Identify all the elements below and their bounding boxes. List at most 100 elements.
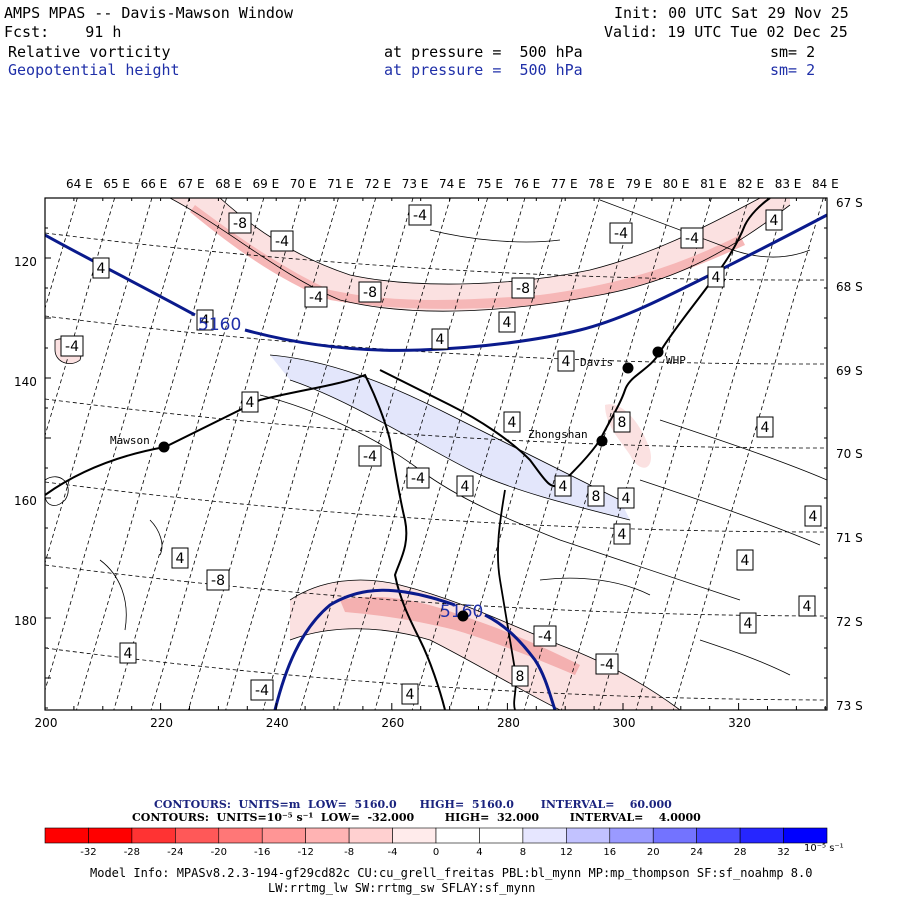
vorticity-contour-label: -4 [609,222,633,244]
init-time: Init: 00 UTC Sat 29 Nov 25 [614,4,849,22]
longitude-label: 73 E [401,177,429,191]
height-contour-south [273,588,557,710]
colorbar-tick-label: -20 [210,847,227,858]
svg-text:4: 4 [562,354,571,370]
longitude-label: 79 E [625,177,653,191]
svg-text:-8: -8 [516,281,530,297]
vorticity-contour-label: 4 [798,595,816,617]
longitude-label: 70 E [289,177,317,191]
vorticity-shading [55,198,790,710]
field1-level: at pressure = 500 hPa [384,43,583,61]
svg-text:-4: -4 [65,339,79,355]
colorbar-swatch [348,827,393,844]
y-tick-label: 180 [14,613,37,628]
vorticity-contour-label: -4 [406,467,430,489]
latitude-label: 73 S [836,698,863,713]
colorbar-tick-label: 4 [476,847,483,858]
colorbar-tick-label: 0 [432,847,440,858]
svg-text:8: 8 [618,415,627,431]
positive-vorticity-band [270,355,630,520]
vorticity-contour-label: 4 [613,523,631,545]
station-zhongshan-marker [596,435,608,447]
longitude-label: 71 E [327,177,354,191]
svg-text:8: 8 [516,669,525,685]
longitude-label: 82 E [737,177,765,191]
y-tick-label: 120 [14,255,37,269]
station-mawson-marker [158,441,170,453]
colorbar-tick-label: -12 [297,847,314,858]
vorticity-contour-label: -4 [250,679,274,701]
latitude-label: 70 S [836,447,863,462]
vorticity-label-layer: -8 -4 -4 4 -4 -4 -8 -8 4 -4 4 -4 4 4 4 4 4 -4 -4 4 4 8 4 8 4 4 4 4 4… [60,204,822,705]
vorticity-contour-label: 4 [617,487,635,509]
longitude-label: 72 E [364,177,392,191]
svg-text:-4: -4 [600,657,614,673]
vorticity-contour-label: -4 [680,227,704,249]
field2-smoothing: sm= 2 [770,61,816,79]
svg-text:-4: -4 [411,471,425,487]
svg-text:4: 4 [770,213,779,229]
vorticity-contour-label: -8 [228,212,252,234]
longitude-label: 64 E [66,177,93,191]
colorbar-unit: 10⁻⁵ s⁻¹ [804,843,844,854]
colorbar-swatch [218,827,263,844]
colorbar-swatch [566,827,611,844]
colorbar-swatch [609,827,654,844]
colorbar-tick-label: -4 [387,847,398,858]
svg-text:-4: -4 [309,290,323,306]
vorticity-contour-label: 4 [456,475,474,497]
height-label: 5160 [198,315,241,335]
vorticity-contour-label: 8 [613,411,631,433]
station-south-marker [457,610,469,622]
longitude-label: 80 E [662,177,690,191]
svg-text:4: 4 [809,509,818,525]
svg-text:4: 4 [436,332,445,348]
station-label-davis: Davis [580,356,613,369]
vorticity-contour-label: 4 [241,391,259,413]
longitude-label: 83 E [774,177,802,191]
vorticity-contour-label: -4 [595,653,619,675]
field1-smoothing: sm= 2 [770,43,816,61]
svg-text:-8: -8 [363,285,377,301]
longitude-label: 69 E [252,177,280,191]
colorbar-tick-label: 32 [777,847,790,858]
vorticity-contour-label: 4 [756,416,774,438]
latitude-label: 71 S [836,531,863,546]
x-tick-label: 300 [612,716,636,730]
valid-time: Valid: 19 UTC Tue 02 Dec 25 [604,23,848,41]
colorbar-swatch [88,827,133,844]
longitude-label: 75 E [476,177,503,191]
coastline-river [497,489,517,710]
vorticity-contour-label: -4 [358,445,382,467]
vorticity-contour-label: -4 [408,204,432,226]
svg-text:8: 8 [592,489,601,505]
svg-text:4: 4 [406,687,415,703]
svg-text:-4: -4 [685,231,699,247]
svg-text:4: 4 [97,261,106,277]
station-label-mawson: Mawson [110,434,150,447]
colorbar-swatch [479,827,524,844]
station-label-whp: WHP [666,354,686,367]
colorbar-swatch [522,827,567,844]
colorbar-swatch [305,827,350,844]
latitude-label: 67 S [836,196,863,210]
colorbar-swatch [261,827,306,844]
vorticity-contour-label: -4 [270,230,294,252]
longitude-label: 65 E [103,177,130,191]
vorticity-contour-label: 8 [511,665,529,687]
colorbar-swatch [783,827,828,844]
colorbar-tick-label: 20 [646,847,660,858]
colorbar-tick-label: 24 [690,847,704,858]
vorticity-contour-label: 4 [503,411,521,433]
colorbar-swatch [175,827,220,844]
colorbar-swatch [739,827,784,844]
colorbar-tick-label: 8 [519,847,527,858]
vorticity-contour-label: -8 [511,277,535,299]
vorticity-contour-label: -8 [358,281,382,303]
negative-vorticity-core-south [340,596,580,675]
field2-name: Geopotential height [8,61,180,79]
longitude-label: 78 E [588,177,615,191]
vorticity-contour-label: 4 [707,266,725,288]
vorticity-contour-label: 4 [739,612,757,634]
svg-text:4: 4 [461,479,470,495]
